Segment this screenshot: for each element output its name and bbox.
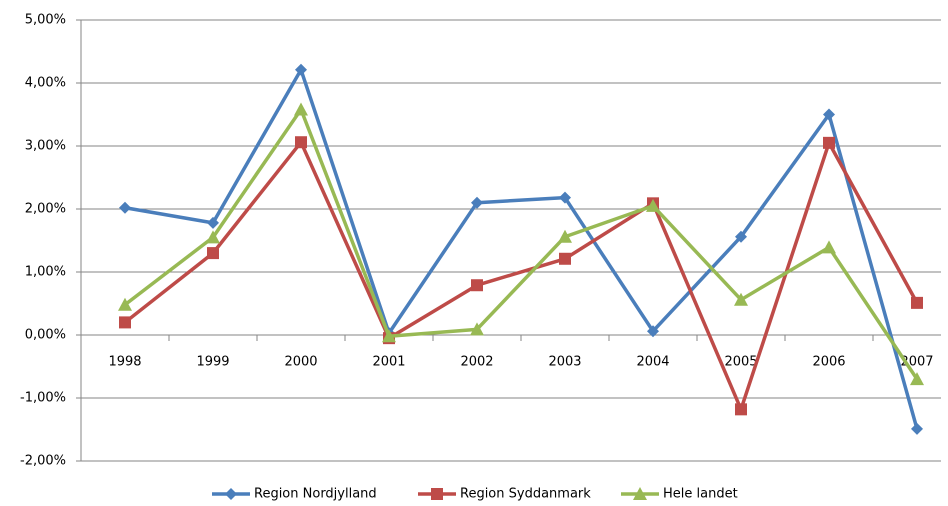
data-point [382, 329, 396, 343]
x-tick-label: 1998 [108, 355, 141, 370]
y-tick-label: 5,00% [25, 13, 66, 28]
data-point [471, 279, 483, 292]
data-point [646, 198, 660, 212]
x-tick-label: 1999 [196, 355, 229, 370]
y-tick-label: 4,00% [25, 76, 66, 91]
data-point [823, 136, 835, 149]
legend-marker [225, 488, 237, 500]
legend-label: Region Nordjylland [254, 487, 377, 502]
x-tick-label: 2002 [460, 355, 493, 370]
data-point [910, 372, 924, 386]
data-point [119, 316, 131, 329]
data-point [735, 403, 747, 416]
data-point [471, 196, 483, 209]
series-line [123, 140, 919, 412]
data-point [294, 102, 308, 116]
data-point [207, 247, 219, 260]
y-tick-label: 0,00% [25, 328, 66, 343]
data-point [295, 136, 307, 149]
data-point [823, 108, 835, 121]
y-tick-label: 3,00% [25, 139, 66, 154]
y-tick-label: 1,00% [25, 265, 66, 280]
legend-marker [431, 488, 443, 500]
data-point [119, 201, 131, 214]
legend-label: Region Syddanmark [460, 487, 591, 502]
y-tick-label: -1,00% [20, 391, 66, 406]
data-point [911, 296, 923, 309]
data-point [734, 292, 748, 306]
data-point [647, 325, 659, 338]
x-tick-label: 2003 [548, 355, 581, 370]
data-point [559, 191, 571, 204]
data-point [911, 422, 923, 435]
data-point [470, 322, 484, 336]
data-point [735, 230, 747, 243]
x-tick-label: 2006 [812, 355, 845, 370]
series-line [123, 107, 919, 381]
data-point [558, 229, 572, 243]
x-tick-label: 2004 [636, 355, 669, 370]
y-tick-label: -2,00% [20, 454, 66, 469]
legend-label: Hele landet [663, 487, 738, 502]
data-point [207, 216, 219, 229]
data-point [822, 240, 836, 254]
data-point [559, 252, 571, 265]
series-line [124, 68, 919, 430]
legend-marker [633, 487, 647, 500]
x-tick-label: 2001 [372, 355, 405, 370]
data-point [118, 297, 132, 311]
y-tick-label: 2,00% [25, 202, 66, 217]
x-tick-label: 2000 [284, 355, 317, 370]
data-point [295, 63, 307, 76]
x-tick-label: 2005 [724, 355, 757, 370]
data-point [206, 230, 220, 244]
